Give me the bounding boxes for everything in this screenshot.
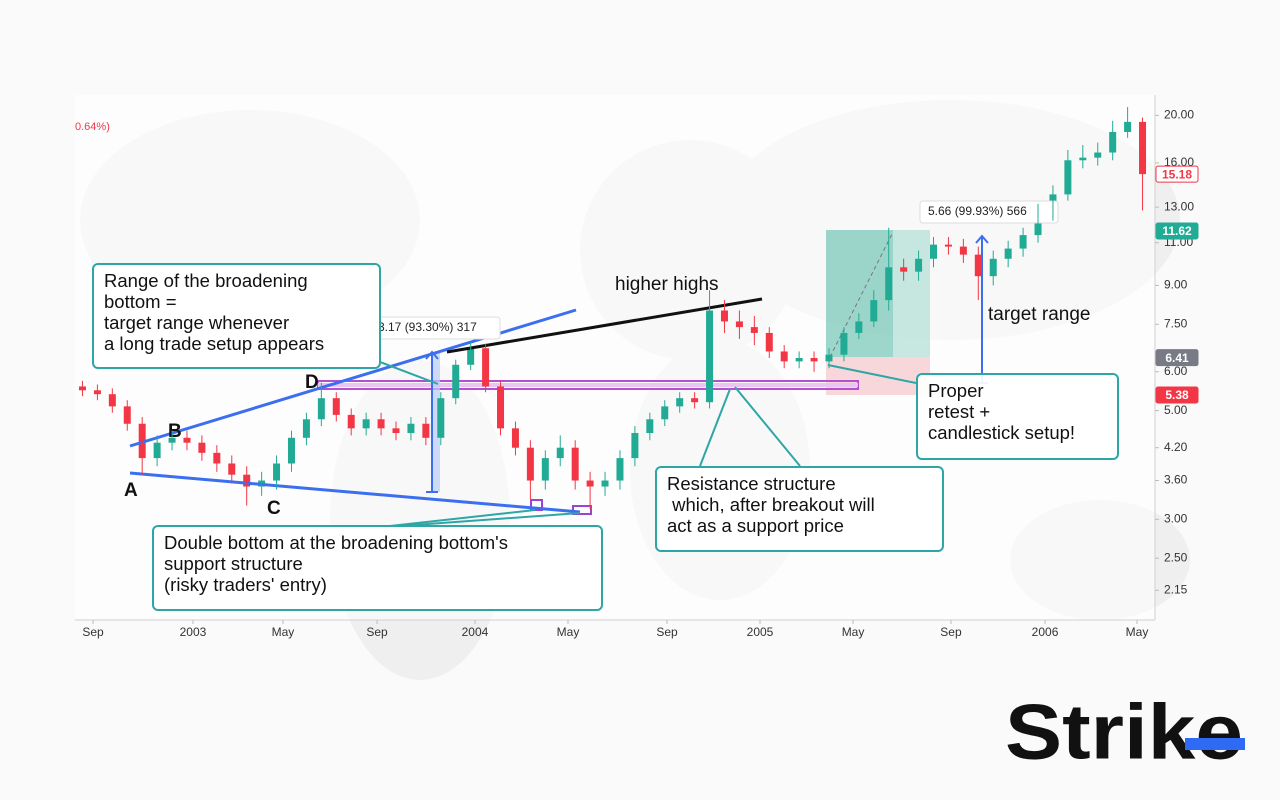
callout-line: Proper (928, 380, 984, 401)
lower-trendline (129, 471, 581, 514)
y-tick-label: 4.20 (1164, 440, 1188, 454)
x-tick-label: 2004 (462, 625, 489, 639)
x-tick-label: May (842, 625, 865, 639)
price-badge-label: 11.62 (1162, 224, 1192, 238)
resistance-zone-fill (318, 383, 858, 387)
y-tick-label: 16.00 (1164, 155, 1194, 169)
profit-zone (826, 230, 893, 357)
y-tick-label: 13.00 (1164, 199, 1194, 213)
x-tick-label: Sep (656, 625, 678, 639)
price-badge (1155, 349, 1199, 367)
y-tick-label: 2.50 (1164, 550, 1188, 564)
price-badge (1155, 222, 1199, 240)
callout-pointer (379, 361, 917, 527)
callout-line: Double bottom at the broadening bottom's (164, 532, 508, 553)
y-tick-label: 2.15 (1164, 582, 1188, 596)
x-tick-label: May (557, 625, 580, 639)
price-badge (1155, 165, 1199, 183)
profit-zone (893, 230, 930, 357)
x-tick-label: May (1126, 625, 1149, 639)
note: higher highs (615, 274, 719, 295)
logo-accent (1185, 738, 1245, 750)
callout-line: Range of the broadening (104, 270, 308, 291)
x-tick-label: 2003 (180, 625, 207, 639)
price-badge-label: 15.18 (1162, 167, 1192, 181)
callout-line: candlestick setup! (928, 422, 1076, 443)
price-badge-label: 6.41 (1165, 351, 1189, 365)
note: target range (988, 304, 1090, 325)
price-badge-label: 5.38 (1165, 388, 1189, 402)
callout-line: a long trade setup appears (104, 333, 325, 354)
x-tick-label: Sep (940, 625, 962, 639)
callout-line: (risky traders' entry) (164, 574, 327, 595)
x-tick-label: 2005 (747, 625, 774, 639)
callout-line: retest + (928, 401, 991, 422)
measure-band (431, 352, 440, 492)
y-tick-label: 9.00 (1164, 278, 1188, 292)
upper-trendline (129, 308, 577, 448)
measure-label: 5.66 (99.93%) 566 (928, 204, 1027, 218)
y-tick-label: 7.50 (1164, 316, 1188, 330)
callout: Resistance structure which, after breako… (655, 466, 944, 552)
callout: Range of the broadening bottom = target ra… (92, 263, 381, 369)
logo-text: Strike (1005, 688, 1243, 776)
point-label: D (305, 372, 319, 393)
x-tick-label: 2006 (1032, 625, 1059, 639)
callout-line: bottom = (104, 291, 177, 312)
callout-line: target range whenever (104, 312, 290, 333)
callout-line: Resistance structure (667, 473, 836, 494)
bottom-marker (530, 499, 543, 511)
measure-label: 3.17 (93.30%) 317 (378, 320, 477, 334)
point-label: B (168, 421, 182, 442)
x-tick-label: Sep (82, 625, 104, 639)
y-tick-label: 20.00 (1164, 108, 1194, 122)
callout: Proper retest + candlestick setup! (916, 373, 1119, 460)
point-label: C (267, 498, 281, 519)
header-change: 0.64%) (75, 121, 110, 133)
y-tick-label: 3.60 (1164, 473, 1188, 487)
x-tick-label: Sep (366, 625, 388, 639)
measure-label-bg (919, 200, 1059, 224)
callout-line: support structure (164, 553, 303, 574)
y-tick-label: 3.00 (1164, 512, 1188, 526)
point-label: A (124, 480, 138, 501)
callout-line: act as a support price (667, 515, 844, 536)
x-tick-label: May (272, 625, 295, 639)
callout-line: which, after breakout will (667, 494, 875, 515)
price-badge (1155, 386, 1199, 404)
y-tick-label: 5.00 (1164, 403, 1188, 417)
y-tick-label: 6.00 (1164, 364, 1188, 378)
callout: Double bottom at the broadening bottom's… (152, 525, 603, 611)
logo: Strike (1005, 688, 1245, 776)
